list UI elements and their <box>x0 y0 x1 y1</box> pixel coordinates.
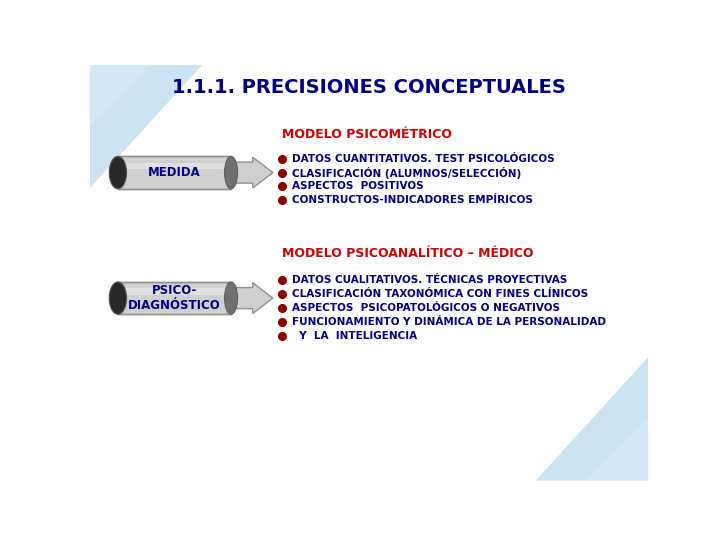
FancyArrow shape <box>233 157 273 188</box>
FancyBboxPatch shape <box>118 157 231 189</box>
Polygon shape <box>536 357 648 481</box>
Text: MEDIDA: MEDIDA <box>148 166 201 179</box>
Text: PSICO-
DIAGNÓSTICO: PSICO- DIAGNÓSTICO <box>128 284 221 312</box>
Polygon shape <box>90 65 152 126</box>
Text: DATOS CUANTITATIVOS. TEST PSICOLÓGICOS: DATOS CUANTITATIVOS. TEST PSICOLÓGICOS <box>292 154 554 164</box>
Polygon shape <box>90 65 202 188</box>
Ellipse shape <box>225 157 238 189</box>
Text: MODELO PSICOMÉTRICO: MODELO PSICOMÉTRICO <box>282 127 452 140</box>
FancyBboxPatch shape <box>118 282 231 314</box>
Ellipse shape <box>225 282 238 314</box>
Text: CONSTRUCTOS-INDICADORES EMPÍRICOS: CONSTRUCTOS-INDICADORES EMPÍRICOS <box>292 195 532 205</box>
FancyArrow shape <box>233 283 273 314</box>
Text: DATOS CUALITATIVOS. TÉCNICAS PROYECTIVAS: DATOS CUALITATIVOS. TÉCNICAS PROYECTIVAS <box>292 275 567 286</box>
Text: 1.1.1. PRECISIONES CONCEPTUALES: 1.1.1. PRECISIONES CONCEPTUALES <box>172 78 566 97</box>
Ellipse shape <box>109 282 127 314</box>
Text: Y  LA  INTELIGENCIA: Y LA INTELIGENCIA <box>292 331 417 341</box>
FancyBboxPatch shape <box>118 163 231 170</box>
Text: MODELO PSICOANALÍTICO – MÉDICO: MODELO PSICOANALÍTICO – MÉDICO <box>282 247 534 260</box>
Text: CLASIFICACIÓN TAXONÓMICA CON FINES CLÍNICOS: CLASIFICACIÓN TAXONÓMICA CON FINES CLÍNI… <box>292 289 588 299</box>
Ellipse shape <box>109 157 127 189</box>
Text: ASPECTOS  PSICOPATOLÓGICOS O NEGATIVOS: ASPECTOS PSICOPATOLÓGICOS O NEGATIVOS <box>292 303 559 313</box>
Text: ASPECTOS  POSITIVOS: ASPECTOS POSITIVOS <box>292 181 423 192</box>
Text: CLASIFICACIÓN (ALUMNOS/SELECCIÓN): CLASIFICACIÓN (ALUMNOS/SELECCIÓN) <box>292 167 521 179</box>
Text: FUNCIONAMIENTO Y DINÁMICA DE LA PERSONALIDAD: FUNCIONAMIENTO Y DINÁMICA DE LA PERSONAL… <box>292 317 606 327</box>
Polygon shape <box>586 419 648 481</box>
FancyBboxPatch shape <box>118 288 231 295</box>
